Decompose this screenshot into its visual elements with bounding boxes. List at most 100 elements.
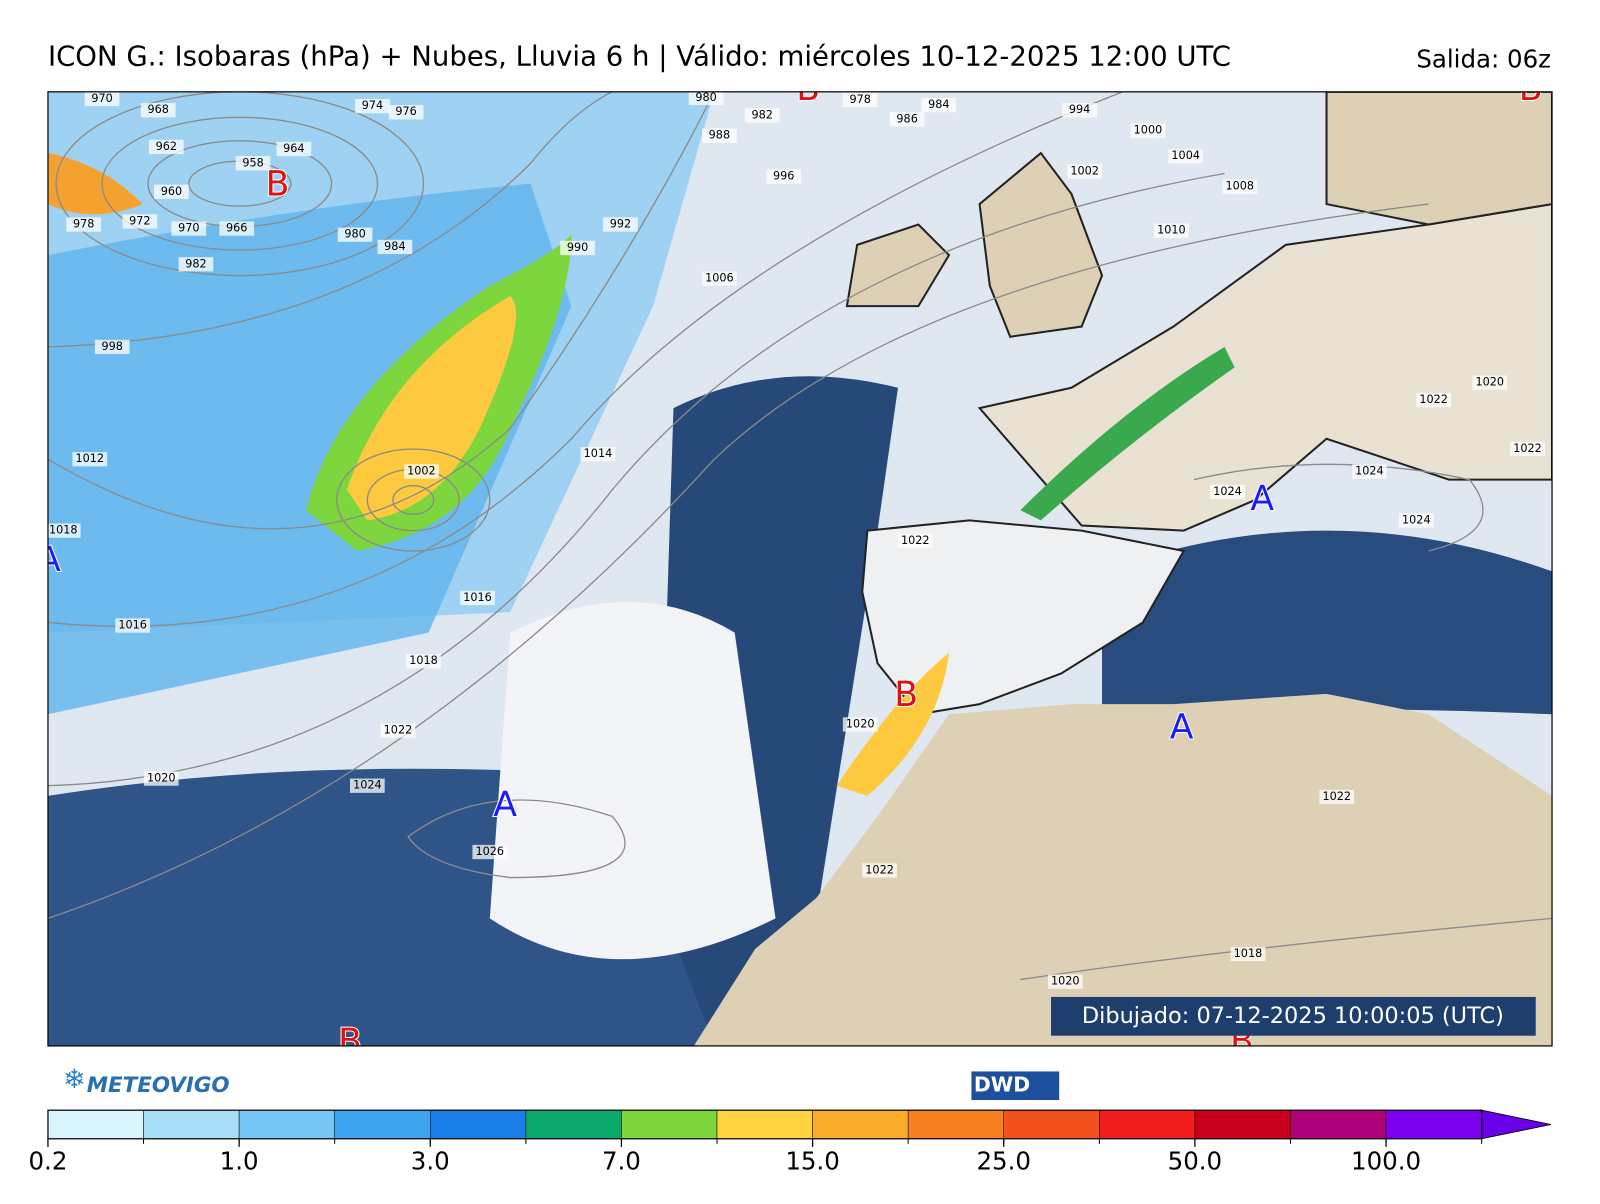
- isobar-label-bg: [276, 141, 312, 157]
- isobar-label: 1000: [1134, 124, 1163, 137]
- precip-orange: [47, 153, 143, 215]
- isobar-label: 1018: [409, 654, 438, 667]
- logo-icon: ❄: [63, 1064, 85, 1095]
- colorbar-extend: [1481, 1109, 1552, 1140]
- isobar-label: 1022: [1322, 790, 1351, 803]
- isobar-label: 972: [129, 214, 150, 227]
- isobar-label-bg: [377, 239, 413, 255]
- isobar-label-bg: [140, 103, 176, 118]
- drawn-box: [1051, 996, 1536, 1036]
- isobar-label-bg: [897, 533, 933, 548]
- isobar-label: 1022: [1513, 442, 1542, 455]
- isobar-label-bg: [1067, 164, 1103, 179]
- isobar-label-bg: [1416, 392, 1452, 408]
- isobar-label-bg: [178, 257, 214, 272]
- isobar-label: 1022: [1419, 393, 1448, 406]
- isobar-label: 1018: [49, 524, 78, 537]
- colorbar-box: [1290, 1109, 1387, 1140]
- logo-dwd: DWD: [974, 1073, 1030, 1097]
- colorbar-tick-label: 1.0: [220, 1146, 259, 1175]
- land-scandinavia: [1325, 91, 1553, 226]
- isobar-label-bg: [1168, 148, 1204, 164]
- isobar-label-bg: [472, 844, 508, 860]
- isobar-label-bg: [219, 221, 255, 236]
- isobar-label-bg: [84, 91, 120, 107]
- isobar-label-bg: [1398, 513, 1434, 528]
- isobar-label-bg: [1319, 789, 1355, 805]
- isobar-label: 1022: [865, 863, 894, 876]
- run-label: Salida: 06z: [1416, 44, 1551, 73]
- isobar-label: 1006: [705, 272, 734, 285]
- isobar-label-bg: [94, 339, 130, 355]
- isobar: [47, 91, 715, 530]
- logo-meteovigo: METEOVIGO: [87, 1073, 230, 1098]
- isobar-label: 982: [752, 108, 773, 121]
- colorbar-tick-label: 50.0: [1168, 1146, 1222, 1175]
- isobar-label: 1002: [407, 464, 436, 477]
- isobar-label-bg: [460, 590, 495, 606]
- isobar-label-bg: [148, 139, 184, 155]
- isobar-label: 960: [161, 185, 182, 198]
- isobar-label: 1022: [901, 534, 930, 547]
- cloud-white: [489, 602, 776, 960]
- isobar-label: 1004: [1171, 149, 1200, 162]
- isobar-label-bg: [355, 98, 390, 114]
- isobar-label: 964: [283, 142, 304, 155]
- isobar-label-bg: [560, 240, 595, 256]
- isobar-label: 1024: [353, 779, 382, 792]
- isobar-label-bg: [154, 184, 189, 199]
- colorbar-tick-label: 100.0: [1351, 1146, 1421, 1175]
- colorbar-box: [716, 1109, 813, 1140]
- colorbar-box: [1385, 1109, 1482, 1140]
- isobar-label: 1020: [1051, 975, 1080, 988]
- isobar-label: 990: [567, 241, 588, 254]
- isobar-label: 1020: [1476, 376, 1505, 389]
- isobar: [336, 448, 491, 552]
- isobar-label: 1022: [384, 724, 413, 737]
- isobar-label-bg: [115, 618, 150, 633]
- isobar-label-bg: [235, 156, 271, 171]
- isobar-label: 1018: [1234, 947, 1263, 960]
- isobar-label-bg: [1352, 464, 1387, 479]
- isobar-label: 1020: [846, 717, 875, 730]
- cloud-dark: [1102, 530, 1553, 715]
- colorbar-box: [47, 1109, 144, 1140]
- title: ICON G.: Isobaras (hPa) + Nubes, Lluvia …: [48, 40, 1231, 72]
- land-britain: [978, 151, 1104, 338]
- colorbar-box: [1194, 1109, 1291, 1140]
- pressure-center: B: [338, 1022, 362, 1062]
- isobar-label: 1020: [147, 772, 176, 785]
- isobar-label: 1024: [1402, 513, 1431, 526]
- isobar-label-bg: [47, 523, 81, 538]
- isobar-label-bg: [406, 654, 441, 669]
- isobar: [47, 91, 1123, 627]
- isobar-label: 970: [178, 222, 199, 235]
- isobar: [47, 203, 1429, 919]
- pressure-center: A: [37, 540, 61, 580]
- isobar-label-bg: [580, 446, 616, 462]
- isobar-label-bg: [337, 227, 373, 242]
- isobar-label: 958: [242, 156, 263, 169]
- isobar-label-bg: [143, 771, 179, 786]
- pressure-center: B: [894, 675, 918, 715]
- pressure-center: A: [1170, 708, 1194, 748]
- isobar-label-bg: [862, 863, 897, 878]
- pressure-center: B: [266, 165, 290, 205]
- isobar-label-bg: [603, 217, 638, 232]
- isobar-label: 1014: [584, 447, 613, 460]
- isobar-label-bg: [1130, 123, 1166, 138]
- isobar-label-bg: [1230, 946, 1266, 962]
- colorbar: 0.2 1.0 3.0 7.0 15.0 25.0 50.0 100.0: [28, 1109, 1552, 1175]
- isobar-label-bg: [1047, 974, 1083, 989]
- rain-area: [47, 183, 572, 715]
- isobar: [55, 91, 425, 277]
- isobar-label-bg: [1062, 103, 1097, 118]
- isobar-label: 986: [896, 112, 917, 125]
- colorbar-box: [525, 1109, 622, 1140]
- isobar-label-bg: [688, 91, 724, 106]
- isobar-label: 1024: [1213, 485, 1242, 498]
- isobar-label: 1016: [118, 619, 147, 632]
- pressure-center: B: [1519, 69, 1543, 109]
- isobar-label-bg: [171, 221, 207, 236]
- colorbar-box: [907, 1109, 1004, 1140]
